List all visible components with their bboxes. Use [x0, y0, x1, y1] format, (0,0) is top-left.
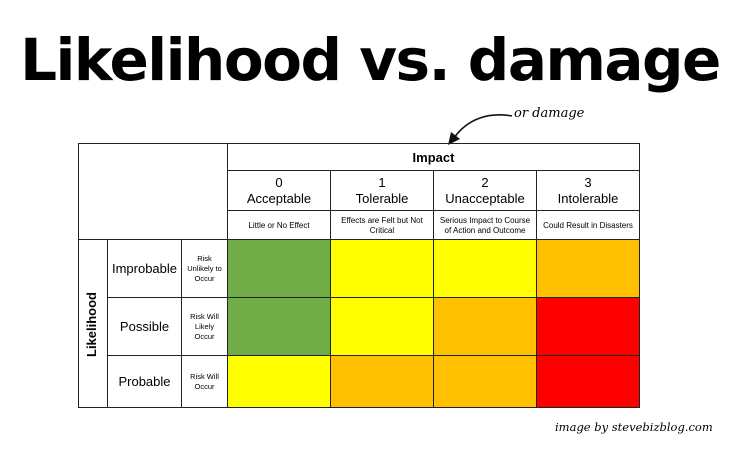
likelihood-desc-0: Risk Unlikely to Occur: [181, 239, 228, 298]
impact-level-3: 3 Intolerable: [536, 170, 640, 211]
likelihood-desc-2: Risk Will Occur: [181, 355, 228, 408]
likelihood-level-1: Possible: [107, 297, 182, 356]
impact-level-name: Unacceptable: [445, 190, 525, 206]
impact-level-number: 3: [584, 174, 592, 190]
impact-level-number: 1: [378, 174, 386, 190]
likelihood-level-2: Probable: [107, 355, 182, 408]
risk-cell: [227, 239, 331, 298]
impact-level-0: 0 Acceptable: [227, 170, 331, 211]
image-credit: image by stevebizblog.com: [555, 420, 713, 434]
likelihood-header: Likelihood: [83, 291, 99, 357]
impact-header: Impact: [227, 143, 640, 171]
impact-level-number: 2: [481, 174, 489, 190]
impact-level-name: Intolerable: [557, 190, 619, 206]
likelihood-desc-1: Risk Will Likely Occur: [181, 297, 228, 356]
annotation-text: or damage: [514, 106, 585, 121]
risk-cell: [433, 297, 537, 356]
risk-cell: [330, 239, 434, 298]
impact-desc-0: Little or No Effect: [227, 210, 331, 241]
arrow-icon: [448, 114, 513, 145]
risk-cell: [227, 297, 331, 356]
risk-cell: [536, 355, 640, 408]
risk-cell: [536, 239, 640, 298]
likelihood-header-wrap: Likelihood: [76, 240, 106, 408]
risk-cell: [536, 297, 640, 356]
matrix-corner: [78, 143, 228, 240]
impact-level-name: Acceptable: [246, 190, 312, 206]
risk-cell: [330, 297, 434, 356]
risk-cell: [433, 355, 537, 408]
risk-cell: [330, 355, 434, 408]
page-title: Likelihood vs. damage: [20, 26, 721, 94]
impact-level-name: Tolerable: [355, 190, 409, 206]
impact-level-2: 2 Unacceptable: [433, 170, 537, 211]
impact-desc-1: Effects are Felt but Not Critical: [330, 210, 434, 241]
impact-desc-3: Could Result in Disasters: [536, 210, 640, 241]
risk-cell: [227, 355, 331, 408]
likelihood-level-0: Improbable: [107, 239, 182, 298]
impact-level-number: 0: [275, 174, 283, 190]
risk-cell: [433, 239, 537, 298]
impact-level-1: 1 Tolerable: [330, 170, 434, 211]
impact-desc-2: Serious Impact to Course of Action and O…: [433, 210, 537, 241]
